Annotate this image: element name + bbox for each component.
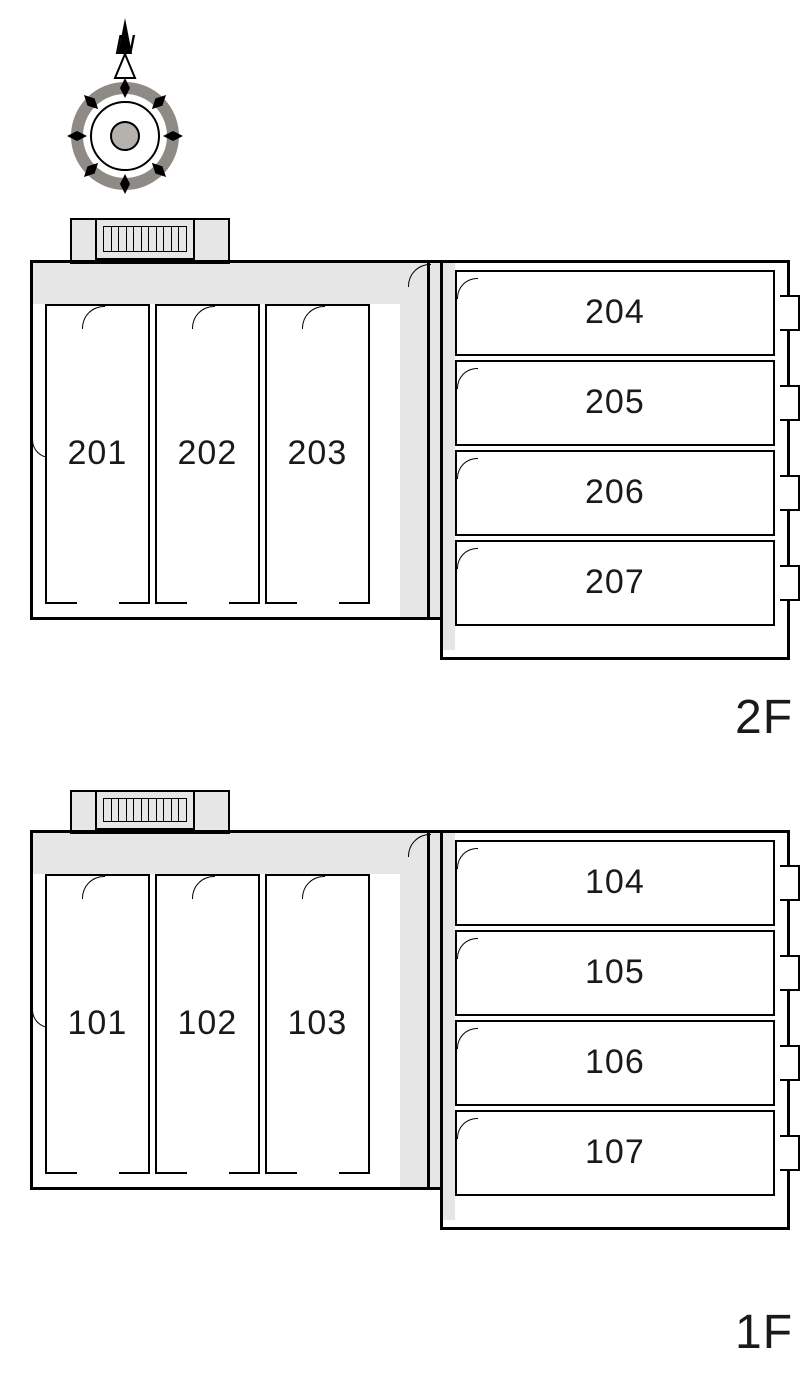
- unit-label: 104: [585, 863, 645, 902]
- connector-corridor: [398, 260, 443, 620]
- window-notch: [187, 1170, 229, 1178]
- unit-label: 204: [585, 293, 645, 332]
- floor-label: 2F: [735, 690, 793, 745]
- balcony-notch: [780, 955, 800, 991]
- unit-label: 203: [288, 434, 348, 473]
- window-notch: [297, 600, 339, 608]
- balcony-notch: [780, 475, 800, 511]
- stairs-icon: [95, 790, 195, 830]
- balcony-notch: [780, 1135, 800, 1171]
- balcony-notch: [780, 295, 800, 331]
- compass-icon: N: [55, 18, 195, 208]
- unit-label: 103: [288, 1004, 348, 1043]
- unit-label: 206: [585, 473, 645, 512]
- unit-label: 207: [585, 563, 645, 602]
- unit-label: 201: [68, 434, 128, 473]
- unit-label: 205: [585, 383, 645, 422]
- balcony-notch: [780, 565, 800, 601]
- balcony-notch: [780, 1045, 800, 1081]
- floor-label: 1F: [735, 1305, 793, 1360]
- window-notch: [77, 600, 119, 608]
- window-notch: [77, 1170, 119, 1178]
- stairs-icon: [95, 218, 195, 260]
- balcony-notch: [780, 865, 800, 901]
- unit-label: 102: [178, 1004, 238, 1043]
- connector-corridor: [398, 830, 443, 1190]
- window-notch: [187, 600, 229, 608]
- unit-label: 107: [585, 1133, 645, 1172]
- unit-label: 106: [585, 1043, 645, 1082]
- floor-plan-canvas: N 201 202 203 204 205 206 207 2F 101 102 103 104 105…: [0, 0, 800, 1373]
- balcony-notch: [780, 385, 800, 421]
- unit-label: 202: [178, 434, 238, 473]
- unit-label: 101: [68, 1004, 128, 1043]
- window-notch: [297, 1170, 339, 1178]
- compass-n-label: N: [115, 29, 136, 60]
- unit-label: 105: [585, 953, 645, 992]
